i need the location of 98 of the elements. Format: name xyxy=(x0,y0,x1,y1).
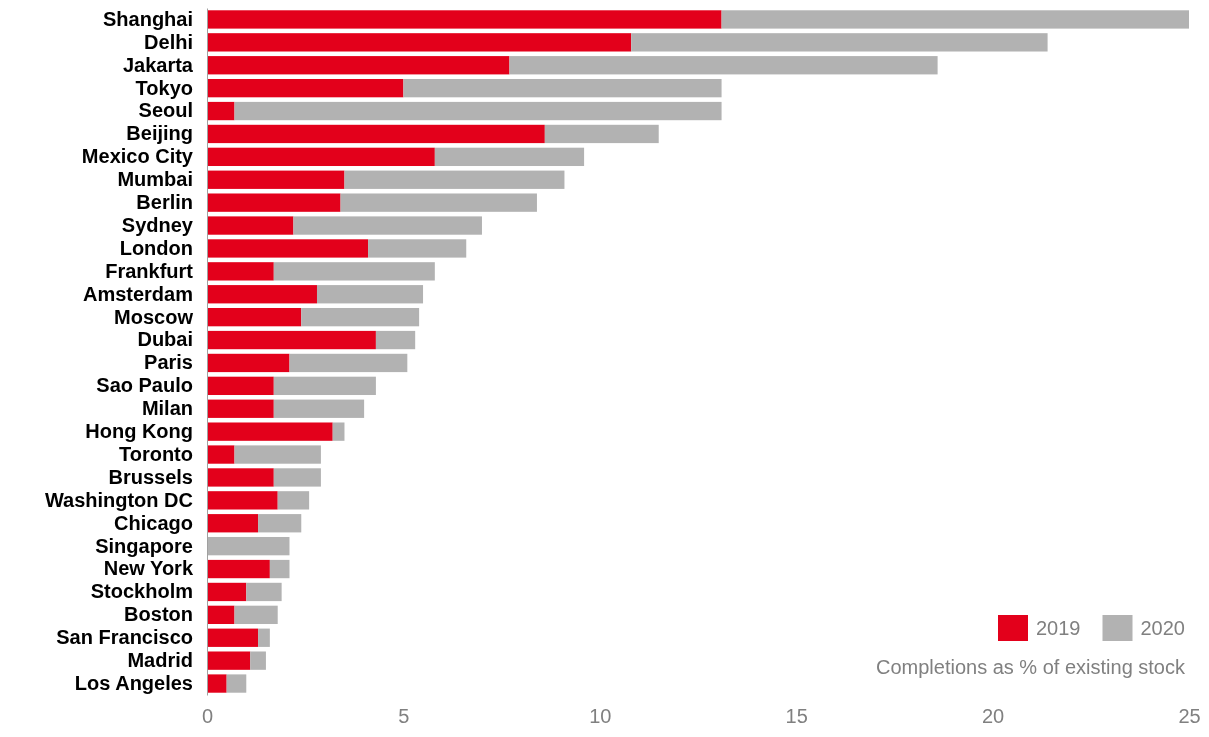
y-tick-label: Hong Kong xyxy=(85,420,193,443)
bar xyxy=(207,56,510,75)
y-tick-label: Amsterdam xyxy=(82,282,193,305)
bar xyxy=(207,628,259,647)
bar xyxy=(544,124,659,144)
y-tick-label: Washington DC xyxy=(44,488,193,511)
y-tick-label: Sao Paulo xyxy=(96,374,193,397)
bar xyxy=(234,445,321,464)
y-tick-label: Seoul xyxy=(138,99,193,122)
bar xyxy=(207,582,247,602)
y-tick-label: Madrid xyxy=(127,649,193,672)
x-tick-label: 15 xyxy=(785,705,808,728)
bar xyxy=(207,262,274,281)
bar xyxy=(273,468,321,487)
bar xyxy=(207,101,235,121)
x-tick-label: 0 xyxy=(201,705,214,728)
y-tick-label: Dubai xyxy=(137,328,193,351)
bar xyxy=(207,285,317,304)
bar xyxy=(207,216,294,235)
bar xyxy=(509,56,938,75)
y-tick-label: Shanghai xyxy=(102,7,193,30)
y-tick-label: Los Angeles xyxy=(74,671,193,694)
bar xyxy=(207,422,333,441)
bar xyxy=(631,33,1048,52)
bar xyxy=(207,674,227,693)
legend-label: 2020 xyxy=(1140,617,1185,639)
bar xyxy=(207,33,632,52)
y-tick-label: London xyxy=(119,236,193,259)
bar xyxy=(207,399,274,418)
bar xyxy=(207,78,404,98)
x-tick-label: 5 xyxy=(398,705,410,728)
y-tick-label: Jakarta xyxy=(122,53,194,76)
bar xyxy=(234,605,278,625)
bar xyxy=(207,239,369,258)
bar xyxy=(207,605,235,625)
bar xyxy=(207,124,545,144)
bar xyxy=(207,193,341,212)
bar xyxy=(234,101,722,121)
y-tick-label: Chicago xyxy=(114,511,193,534)
x-tick-label: 20 xyxy=(981,705,1005,728)
y-tick-label: Delhi xyxy=(144,30,193,53)
bar xyxy=(226,674,247,693)
bar xyxy=(207,353,290,373)
y-tick-label: Mexico City xyxy=(81,145,194,168)
annotation: Completions as % of existing stock xyxy=(875,656,1186,678)
bar xyxy=(340,193,537,212)
bar xyxy=(273,376,376,396)
bar xyxy=(293,216,482,235)
y-tick-label: Boston xyxy=(124,603,193,626)
bar xyxy=(277,491,310,510)
bar xyxy=(403,78,722,98)
y-tick-label: Tokyo xyxy=(135,76,193,99)
bar xyxy=(332,422,345,441)
y-tick-label: Brussels xyxy=(108,465,193,488)
y-tick-label: Beijing xyxy=(126,122,193,145)
y-tick-label: Moscow xyxy=(114,305,194,328)
bar xyxy=(207,536,290,556)
x-tick-label: 10 xyxy=(589,705,612,728)
bar xyxy=(246,582,282,602)
bar xyxy=(273,399,365,418)
bar xyxy=(250,651,266,670)
bar xyxy=(207,170,345,189)
y-tick-label: Stockholm xyxy=(90,580,193,603)
bar xyxy=(207,307,302,327)
y-tick-label: Frankfurt xyxy=(105,259,194,282)
bar xyxy=(207,376,274,396)
y-tick-label: Singapore xyxy=(95,534,193,557)
legend-label: 2019 xyxy=(1036,617,1081,639)
bar xyxy=(207,10,722,29)
bar xyxy=(207,468,274,487)
bar xyxy=(258,514,302,533)
bar xyxy=(207,651,251,670)
bar xyxy=(273,262,435,281)
bar xyxy=(344,170,565,189)
bar xyxy=(207,147,435,167)
bar xyxy=(301,307,420,327)
bar xyxy=(289,353,408,373)
bar xyxy=(269,559,290,579)
bar xyxy=(207,445,235,464)
bar xyxy=(368,239,467,258)
y-tick-label: Toronto xyxy=(118,442,193,465)
y-tick-label: Paris xyxy=(144,351,193,374)
y-tick-label: San Francisco xyxy=(56,626,193,649)
y-tick-label: Sydney xyxy=(121,213,194,236)
bar xyxy=(375,330,416,350)
y-tick-label: New York xyxy=(103,557,194,580)
bar xyxy=(258,628,270,647)
bar xyxy=(316,285,424,304)
bar xyxy=(721,10,1189,29)
y-tick-label: Milan xyxy=(141,397,193,420)
bar xyxy=(207,514,259,533)
y-tick-label: Mumbai xyxy=(117,168,193,191)
x-tick-label: 25 xyxy=(1178,705,1201,728)
bar xyxy=(207,491,278,510)
bar xyxy=(207,559,270,579)
bar xyxy=(434,147,585,167)
y-tick-label: Berlin xyxy=(136,191,193,214)
bar xyxy=(207,330,376,350)
